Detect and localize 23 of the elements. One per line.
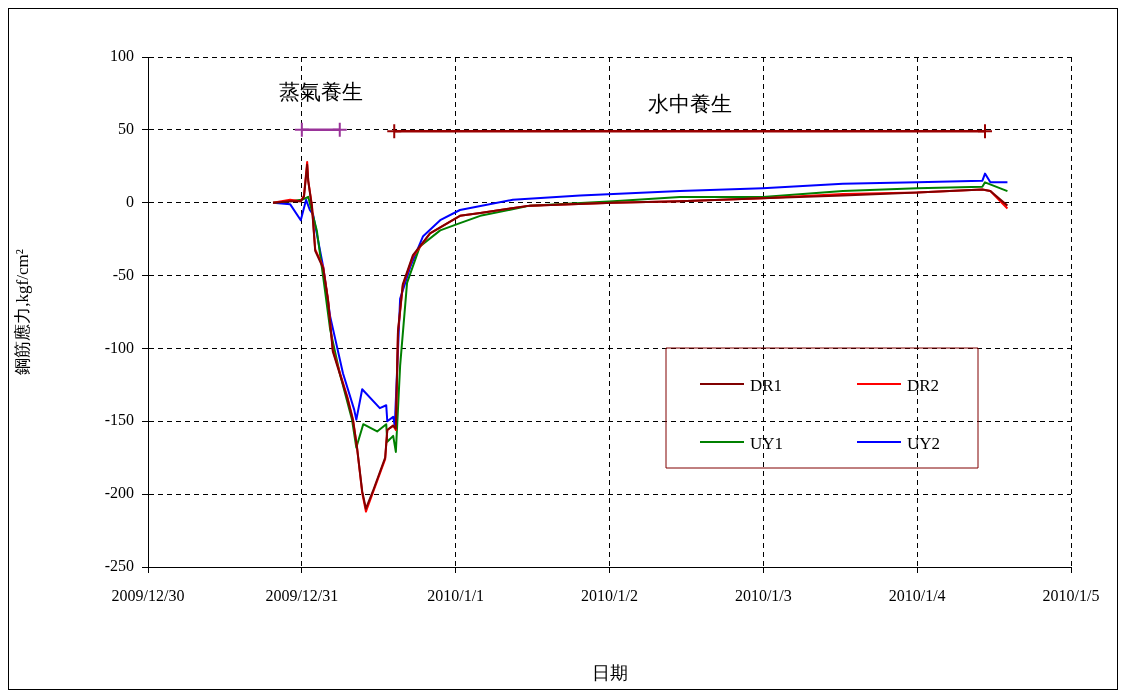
x-tick-label: 2009/12/31 (265, 586, 339, 604)
legend-label: DR1 (750, 376, 783, 396)
x-tick-label: 2010/1/1 (427, 586, 485, 604)
y-tick-label: -50 (112, 265, 134, 283)
y-tick-label: 0 (126, 192, 134, 210)
y-tick-label: -250 (104, 557, 134, 575)
y-tick-label: 50 (118, 120, 134, 138)
x-tick-label: 2010/1/5 (1042, 586, 1100, 604)
legend-label: UY1 (750, 434, 784, 454)
annotation: 水中養生 (647, 91, 732, 116)
x-axis-title: 日期 (591, 662, 628, 683)
x-tick-label: 2009/12/30 (111, 586, 185, 604)
x-tick-label: 2010/1/4 (888, 586, 946, 604)
x-tick-label: 2010/1/3 (734, 586, 792, 604)
annotation: 蒸氣養生 (278, 80, 363, 105)
y-tick-label: -100 (104, 338, 134, 356)
y-tick-label: -150 (104, 411, 134, 429)
y-axis-title: 鋼筋應力,kgf/cm² (12, 249, 32, 375)
y-tick-label: 100 (110, 47, 134, 65)
x-tick-label: 2010/1/2 (581, 586, 638, 604)
legend-label: DR2 (907, 376, 940, 396)
y-tick-label: -200 (104, 484, 134, 502)
legend-label: UY2 (907, 434, 941, 454)
